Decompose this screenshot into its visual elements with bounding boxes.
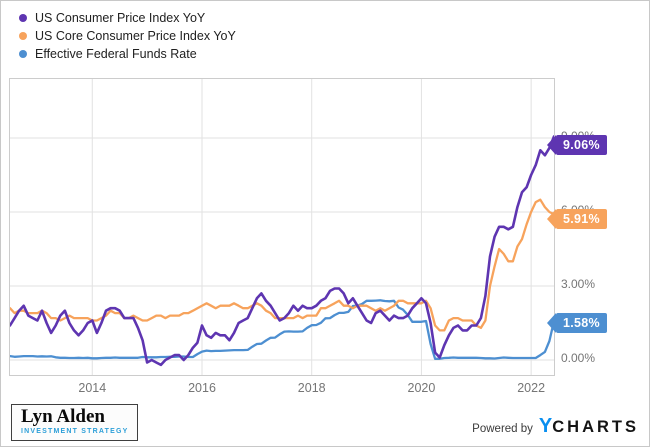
y-axis-label: 3.00% bbox=[561, 277, 596, 291]
legend-label-fed-funds: Effective Federal Funds Rate bbox=[35, 47, 197, 61]
legend: US Consumer Price Index YoY US Core Cons… bbox=[19, 9, 236, 63]
ycharts-logo-y: Y bbox=[538, 415, 553, 437]
last-value-badge-cpi: 9.06% bbox=[547, 134, 607, 155]
cpi-legend-dot-icon bbox=[19, 14, 27, 22]
badge-value: 9.06% bbox=[556, 134, 607, 155]
badge-value: 5.91% bbox=[556, 209, 607, 230]
last-value-badge-core-cpi: 5.91% bbox=[547, 209, 607, 230]
last-value-badge-fed-funds: 1.58% bbox=[547, 313, 607, 334]
fed-funds-legend-dot-icon bbox=[19, 50, 27, 58]
powered-by-ycharts: Powered by Y CHARTS bbox=[472, 415, 639, 438]
lyn-alden-logo-title: Lyn Alden bbox=[21, 406, 105, 427]
badge-arrow-icon bbox=[547, 134, 556, 155]
plot-area bbox=[9, 78, 555, 376]
legend-item-core-cpi: US Core Consumer Price Index YoY bbox=[19, 27, 236, 45]
x-axis-label: 2020 bbox=[407, 381, 436, 395]
ycharts-logo-text: CHARTS bbox=[552, 418, 639, 436]
core-cpi-legend-dot-icon bbox=[19, 32, 27, 40]
x-axis-label: 2022 bbox=[517, 381, 546, 395]
badge-arrow-icon bbox=[547, 313, 556, 334]
powered-by-text: Powered by bbox=[472, 423, 533, 435]
lyn-alden-logo: Lyn Alden INVESTMENT STRATEGY bbox=[11, 404, 139, 441]
badge-value: 1.58% bbox=[556, 313, 607, 334]
legend-label-cpi: US Consumer Price Index YoY bbox=[35, 11, 206, 25]
x-axis-label: 2014 bbox=[78, 381, 107, 395]
y-axis-label: 0.00% bbox=[561, 351, 596, 365]
chart-lines-svg bbox=[10, 79, 554, 375]
legend-label-core-cpi: US Core Consumer Price Index YoY bbox=[35, 29, 236, 43]
x-axis-label: 2016 bbox=[188, 381, 216, 395]
legend-item-fed-funds: Effective Federal Funds Rate bbox=[19, 45, 236, 63]
legend-item-cpi: US Consumer Price Index YoY bbox=[19, 9, 236, 27]
badge-arrow-icon bbox=[547, 209, 556, 230]
lyn-alden-logo-subtitle: INVESTMENT STRATEGY bbox=[21, 428, 129, 435]
x-axis-label: 2018 bbox=[297, 381, 326, 395]
